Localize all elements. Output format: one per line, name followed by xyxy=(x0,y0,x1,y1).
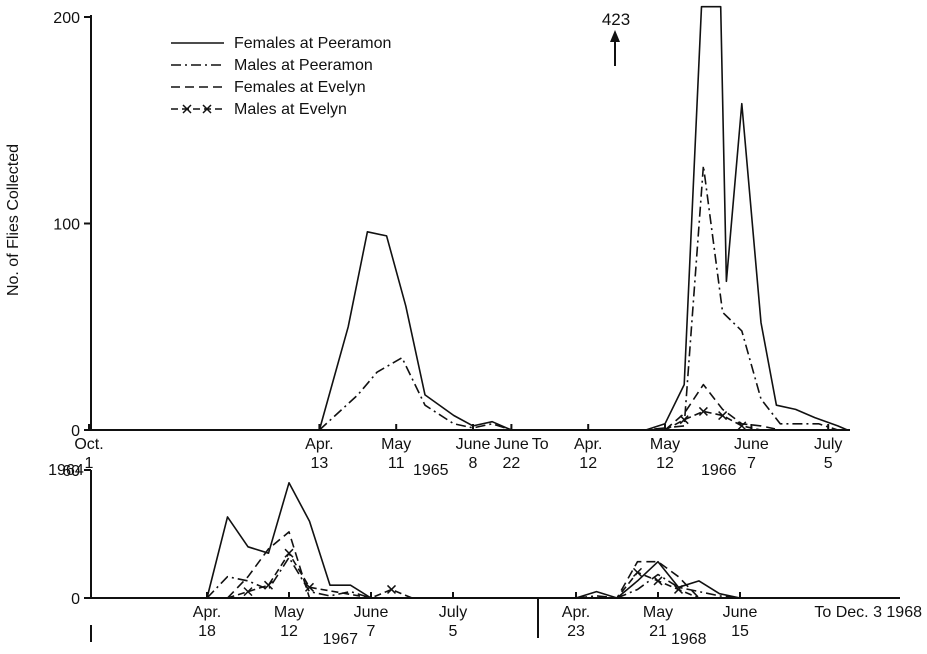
series-marker-cross-icon xyxy=(653,576,663,586)
x-tick-label: Apr. xyxy=(574,436,602,453)
x-tick-label: May xyxy=(643,604,673,621)
top-chart: No. of Flies Collected 0 100 200 Oct. 1 Apr. 1… xyxy=(5,5,850,479)
y-axis-label: No. of Flies Collected xyxy=(5,144,22,296)
series-marker-cross-icon xyxy=(679,415,689,425)
legend-entry-label: Females at Evelyn xyxy=(234,79,366,96)
year-label: 1965 xyxy=(413,462,449,479)
year-label: 1968 xyxy=(671,631,707,648)
year-label: 1967 xyxy=(322,631,358,648)
series-marker-cross-icon xyxy=(304,582,315,592)
x-tick-label: 12 xyxy=(579,455,597,472)
year-label: 1964 xyxy=(48,462,84,479)
x-tick-label: 1 xyxy=(85,455,94,472)
series-marker-cross-icon xyxy=(698,406,708,416)
series-marker-cross-icon xyxy=(718,411,728,421)
x-tick-label: To xyxy=(532,436,549,453)
x-tick-label: June xyxy=(723,604,758,621)
x-tick-label: Oct. xyxy=(74,436,103,453)
y-tick-label: 0 xyxy=(71,591,80,608)
bottom-chart: 0 60 Apr. 18 May 12 June 7 July 5 Apr. 23 May 21 June 1… xyxy=(62,463,922,648)
x-tick-label: 23 xyxy=(567,623,585,640)
x-tick-label: 12 xyxy=(656,455,674,472)
legend: Females at Peeramon Males at Peeramon Fema… xyxy=(171,35,391,118)
x-tick-label: 12 xyxy=(280,623,298,640)
x-tick-label: 18 xyxy=(198,623,216,640)
legend-entry-label: Females at Peeramon xyxy=(234,35,391,52)
series-line-males-at-peeramon xyxy=(318,164,839,431)
year-label: 1966 xyxy=(701,462,737,479)
x-tick-label: 21 xyxy=(649,623,667,640)
x-tick-label: June xyxy=(456,436,491,453)
peak-annotation: 423 xyxy=(602,10,630,29)
x-tick-label: 15 xyxy=(731,623,749,640)
series-line-females-at-peeramon xyxy=(206,481,741,599)
legend-entry-label: Males at Peeramon xyxy=(234,57,373,74)
x-tick-label: Apr. xyxy=(305,436,333,453)
series-marker-cross-icon xyxy=(284,548,294,558)
x-tick-label: 7 xyxy=(367,623,376,640)
x-tick-label: May xyxy=(650,436,680,453)
series-marker-cross-icon xyxy=(263,580,274,590)
x-tick-label: June xyxy=(494,436,529,453)
series-line-females-at-evelyn xyxy=(664,383,781,431)
series-marker-cross-icon xyxy=(673,584,684,594)
series-marker-cross-icon xyxy=(632,567,643,577)
y-tick-label: 0 xyxy=(71,423,80,440)
x-tick-label: 7 xyxy=(747,455,756,472)
x-tick-label: July xyxy=(814,436,842,453)
x-tick-label: 13 xyxy=(311,455,329,472)
x-tick-label: 8 xyxy=(469,455,478,472)
legend-cross-icon xyxy=(182,104,192,114)
x-tick-label: May xyxy=(381,436,411,453)
x-tick-label: 5 xyxy=(824,455,833,472)
x-tick-label: 11 xyxy=(388,455,405,472)
series-marker-cross-icon xyxy=(737,421,747,431)
legend-entry-label: Males at Evelyn xyxy=(234,101,347,118)
x-tick-label: 22 xyxy=(503,455,521,472)
end-label: To Dec. 3 1968 xyxy=(814,604,922,621)
x-tick-label: July xyxy=(439,604,467,621)
x-tick-label: Apr. xyxy=(562,604,590,621)
legend-cross-icon xyxy=(202,104,212,114)
x-tick-label: 5 xyxy=(449,623,458,640)
x-tick-label: May xyxy=(274,604,304,621)
x-tick-label: Apr. xyxy=(193,604,221,621)
y-tick-label: 60 xyxy=(62,463,80,480)
series-line-females-at-peeramon xyxy=(318,5,848,431)
series-marker-cross-icon xyxy=(386,584,397,594)
y-tick-label: 100 xyxy=(53,217,80,234)
x-tick-label: June xyxy=(734,436,769,453)
series-marker-cross-icon xyxy=(243,587,253,597)
x-tick-label: June xyxy=(354,604,389,621)
peak-arrow-icon xyxy=(610,30,620,66)
y-tick-label: 200 xyxy=(53,10,80,27)
